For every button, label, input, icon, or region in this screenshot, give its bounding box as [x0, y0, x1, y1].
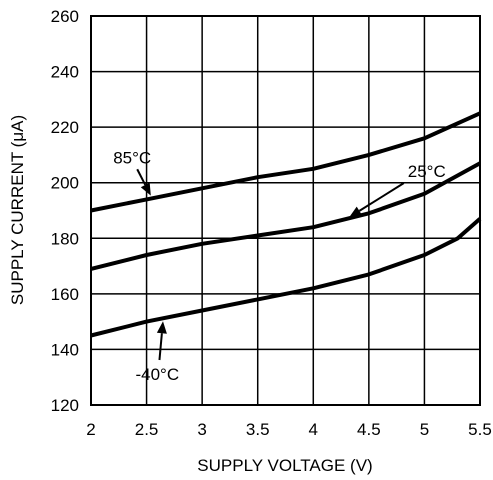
x-axis-label: SUPPLY VOLTAGE (V)	[197, 456, 372, 475]
y-tick-label: 200	[51, 174, 79, 193]
annotation-arrow-line	[358, 182, 405, 212]
y-tick-label: 260	[51, 7, 79, 26]
x-tick-label: 4.5	[357, 420, 381, 439]
series-line-1	[90, 111, 481, 213]
annotation-arrow-head	[156, 321, 167, 334]
x-tick-label: 3.5	[246, 420, 270, 439]
x-tick-label: 2	[86, 420, 95, 439]
series-lines	[90, 111, 482, 338]
annotation-label: 25°C	[408, 162, 446, 181]
x-tick-label: 3	[197, 420, 206, 439]
x-tick-labels: 2 2.5 3 3.5 4 4.5 5 5.5	[86, 420, 492, 439]
y-tick-label: 240	[51, 63, 79, 82]
series-line-2	[90, 161, 481, 271]
plot-frame	[90, 15, 481, 406]
y-tick-label: 160	[51, 285, 79, 304]
y-tick-label: 140	[51, 340, 79, 359]
annotation-arrow-head	[349, 206, 362, 218]
x-tick-label: 5	[420, 420, 429, 439]
series-line-3	[90, 217, 482, 338]
grid	[90, 15, 481, 406]
y-axis-label: SUPPLY CURRENT (μA)	[8, 115, 27, 305]
x-tick-label: 2.5	[135, 420, 159, 439]
annotation-arrow-line	[158, 333, 163, 361]
y-tick-label: 180	[51, 229, 79, 248]
annotation-arrow-head	[140, 182, 151, 196]
annotation-label: 85°C	[113, 148, 151, 167]
annotation-arrow-line	[136, 168, 147, 186]
annotation-labels: 85°C 25°C -40°C	[113, 148, 446, 384]
annotation-arrows	[136, 168, 405, 361]
y-tick-label: 220	[51, 118, 79, 137]
y-tick-labels: 120 140 160 180 200 220 240 260	[51, 7, 79, 415]
x-tick-label: 4	[309, 420, 318, 439]
x-tick-label: 5.5	[468, 420, 492, 439]
y-tick-label: 120	[51, 396, 79, 415]
annotation-label: -40°C	[135, 365, 179, 384]
